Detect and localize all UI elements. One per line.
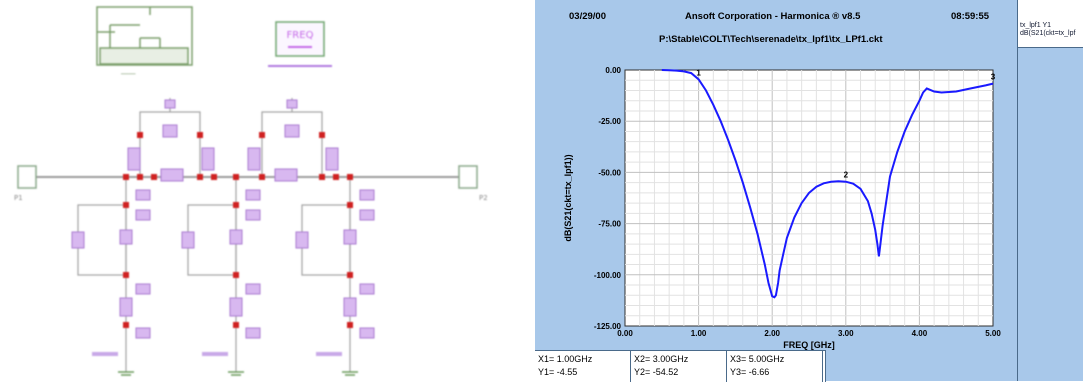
readout-x3: X3= 5.00GHz xyxy=(730,354,785,364)
y-axis-label: dB(S21(ckt=tx_lpf1)) xyxy=(563,154,573,241)
readout-marker-2: X2= 3.00GHz Y2= -54.52 xyxy=(631,351,727,382)
x-tick-label: 0.00 xyxy=(617,329,633,338)
x-tick-label: 3.00 xyxy=(838,329,854,338)
port-right-label: P2 xyxy=(479,194,488,202)
legend-panel[interactable]: tx_lpf1 Y1 dB(S21(ckt=tx_lpf xyxy=(1017,0,1083,381)
markers: 1 2 3 xyxy=(696,68,995,179)
readout-x1: X1= 1.00GHz xyxy=(538,354,593,364)
y-tick-label: -75.00 xyxy=(598,220,621,229)
readout-x2: X2= 3.00GHz xyxy=(634,354,689,364)
readout-marker-3: X3= 5.00GHz Y3= -6.66 xyxy=(727,351,823,382)
x-tick-label: 5.00 xyxy=(985,329,1001,338)
source-block[interactable] xyxy=(96,6,193,66)
y-tick-label: -125.00 xyxy=(594,322,622,331)
x-tick-label: 2.00 xyxy=(764,329,780,338)
header-time: 08:59:55 xyxy=(951,11,990,22)
series-line-s21 xyxy=(661,69,994,299)
freq-block[interactable]: FREQ xyxy=(268,21,332,67)
schematic-canvas[interactable]: ──── FREQ P1 P2 xyxy=(0,0,535,381)
legend-line-2: dB(S21(ckt=tx_lpf xyxy=(1020,30,1076,37)
readout-y1: Y1= -4.55 xyxy=(538,367,578,377)
svg-text:────: ──── xyxy=(120,71,136,78)
marker-label-1: 1 xyxy=(696,68,701,77)
schematic-drawing: ──── FREQ P1 P2 xyxy=(14,6,488,376)
readout-y2: Y2= -54.52 xyxy=(634,367,679,377)
plot-area xyxy=(624,69,994,327)
readout-y3: Y3= -6.66 xyxy=(730,367,770,377)
x-axis-label: FREQ [GHz] xyxy=(783,340,835,350)
chart[interactable]: 0.00 1.00 2.00 3.00 4.00 5.00 0.00 -25.00 -50.00… xyxy=(535,0,1017,350)
marker-label-3: 3 xyxy=(991,73,996,82)
x-tick-label: 1.00 xyxy=(691,329,707,338)
y-tick-label: 0.00 xyxy=(605,66,621,75)
legend-line-1: tx_lpf1 Y1 xyxy=(1020,22,1052,29)
readout-marker-1: X1= 1.00GHz Y1= -4.55 xyxy=(535,351,631,382)
port-right[interactable] xyxy=(458,165,478,189)
grid xyxy=(625,70,993,326)
y-tick-label: -100.00 xyxy=(594,271,622,280)
port-left-label: P1 xyxy=(14,194,23,202)
x-tick-label: 4.00 xyxy=(912,329,928,338)
header-app-title: Ansoft Corporation - Harmonica ® v8.5 xyxy=(685,11,861,22)
y-tick-label: -25.00 xyxy=(598,117,621,126)
tick-labels: 0.00 1.00 2.00 3.00 4.00 5.00 0.00 -25.00 -50.00… xyxy=(594,66,1001,338)
legend-entry[interactable]: tx_lpf1 Y1 dB(S21(ckt=tx_lpf xyxy=(1018,0,1083,48)
freq-box-label: FREQ xyxy=(287,30,314,41)
y-tick-label: -50.00 xyxy=(598,168,621,177)
header-file-path: P:\Stable\COLT\Tech\serenade\tx_lpf1\tx_… xyxy=(659,34,883,45)
marker-label-2: 2 xyxy=(844,171,849,180)
plot-window[interactable]: 03/29/00 Ansoft Corporation - Harmonica … xyxy=(535,0,1017,382)
port-left[interactable] xyxy=(17,165,37,189)
header-date: 03/29/00 xyxy=(569,11,606,22)
marker-readout-table: X1= 1.00GHz Y1= -4.55 X2= 3.00GHz Y2= -5… xyxy=(535,350,826,382)
